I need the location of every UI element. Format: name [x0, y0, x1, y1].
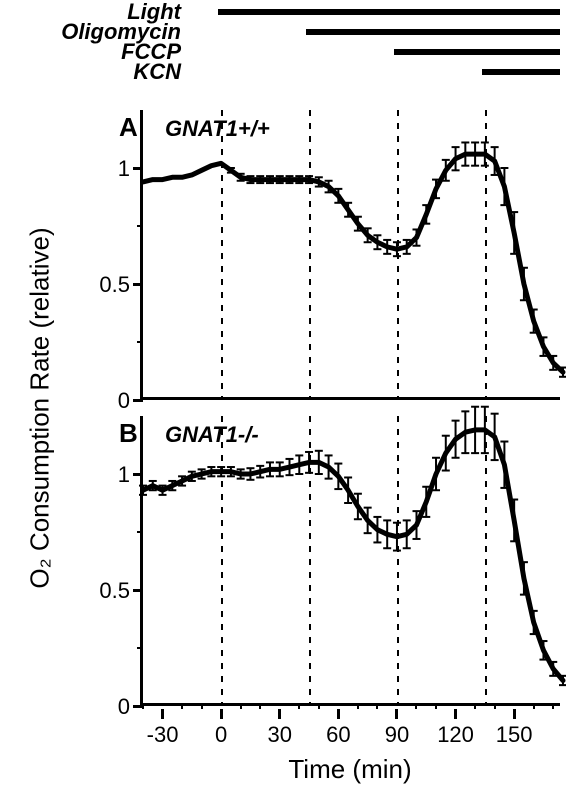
treatment-label: KCN	[133, 59, 181, 85]
phase-divider	[309, 110, 311, 400]
treatment-header: LightOligomycinFCCPKCN	[0, 0, 566, 86]
x-minor-tick	[259, 703, 261, 709]
panel-a-letter: A	[119, 112, 138, 143]
panel-a-curve	[143, 110, 563, 400]
treatment-bar	[218, 9, 560, 15]
phase-divider	[221, 110, 223, 400]
x-minor-tick	[533, 703, 535, 709]
treatment-bar	[306, 29, 560, 35]
panel-a-plot: A GNAT1+/+ 00.51	[140, 110, 560, 400]
panel-b-letter: B	[119, 418, 138, 449]
x-minor-tick	[201, 703, 203, 709]
x-minor-tick	[142, 703, 144, 709]
y-axis-label: O₂ Consumption Rate (relative)	[25, 227, 56, 588]
phase-divider	[309, 416, 311, 706]
panel-b-curve	[143, 416, 563, 706]
x-minor-tick	[494, 703, 496, 709]
treatment-bar	[482, 69, 560, 75]
treatment-bar	[394, 49, 560, 55]
x-minor-tick	[376, 703, 378, 709]
x-minor-tick	[318, 703, 320, 709]
phase-divider	[221, 416, 223, 706]
panel-b-plot: B GNAT1-/- 00.51-300306090120150	[140, 416, 560, 706]
x-axis-label: Time (min)	[288, 754, 411, 785]
x-minor-tick	[357, 703, 359, 709]
y-minor-tick	[137, 531, 143, 533]
x-minor-tick	[240, 703, 242, 709]
y-minor-tick	[137, 647, 143, 649]
x-minor-tick	[298, 703, 300, 709]
x-minor-tick	[415, 703, 417, 709]
x-minor-tick	[181, 703, 183, 709]
x-minor-tick	[474, 703, 476, 709]
treatment-row: FCCP	[0, 44, 566, 64]
y-minor-tick	[137, 225, 143, 227]
figure-root: LightOligomycinFCCPKCN A GNAT1+/+ 00.51 …	[0, 0, 566, 802]
phase-divider	[397, 416, 399, 706]
phase-divider	[397, 110, 399, 400]
x-minor-tick	[552, 703, 554, 709]
treatment-row: Oligomycin	[0, 24, 566, 44]
treatment-row: KCN	[0, 64, 566, 84]
phase-divider	[485, 416, 487, 706]
x-minor-tick	[435, 703, 437, 709]
phase-divider	[485, 110, 487, 400]
y-minor-tick	[137, 341, 143, 343]
